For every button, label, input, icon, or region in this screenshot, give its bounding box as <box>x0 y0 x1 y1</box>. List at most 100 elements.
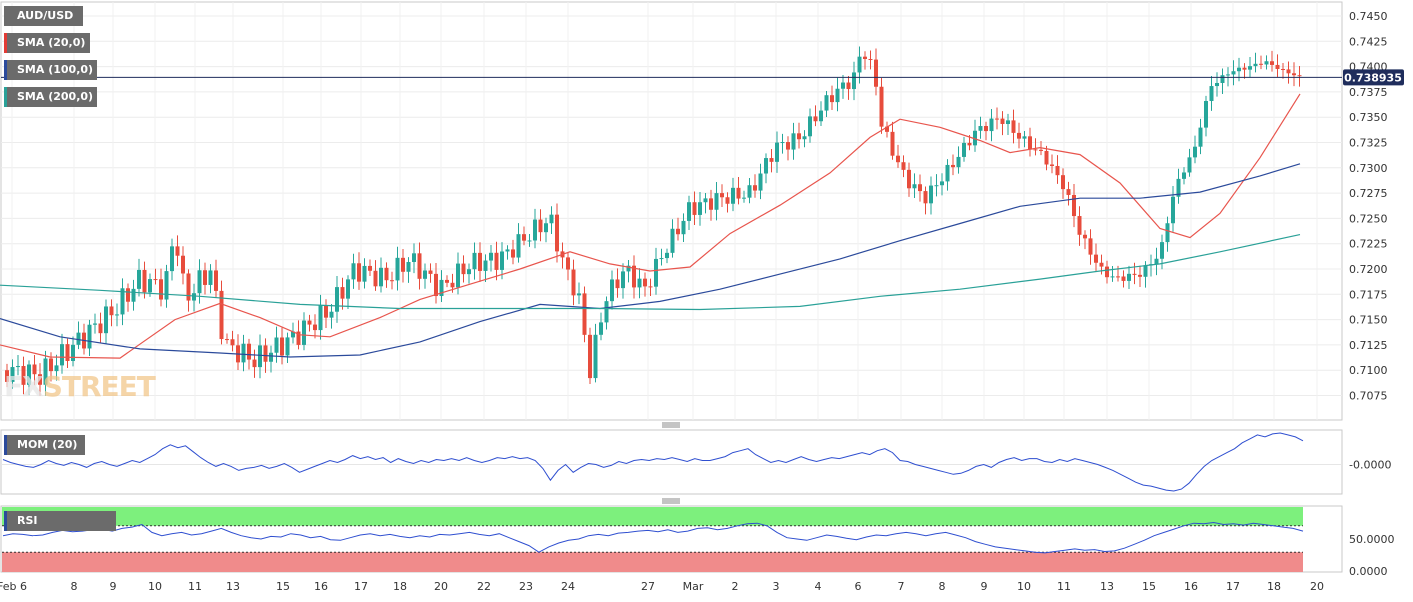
candle-body <box>846 82 851 90</box>
y-tick-label: 0.7325 <box>1349 137 1388 150</box>
candle-body <box>120 288 125 315</box>
candle-body <box>896 155 900 163</box>
x-tick-label: 17 <box>1226 580 1240 593</box>
candle-body <box>786 142 790 150</box>
legend-rsi[interactable]: RSI (14,70,30,1) <box>4 511 116 547</box>
candle-body <box>758 173 763 191</box>
candle-body <box>5 370 9 382</box>
candle-body <box>291 331 295 338</box>
candle-body <box>379 267 383 287</box>
candle-body <box>346 279 350 299</box>
candle-body <box>1011 120 1016 133</box>
y-tick-label: 0.7200 <box>1349 263 1388 276</box>
candle-body <box>148 279 152 293</box>
candle-body <box>857 56 862 73</box>
x-tick-label: 10 <box>1017 580 1031 593</box>
legend-sma-20[interactable]: SMA (20,0) <box>4 33 90 53</box>
candle-body <box>824 95 829 111</box>
candle-body <box>428 270 433 274</box>
candle-body <box>1039 149 1043 151</box>
candle-body <box>676 228 680 235</box>
candle-body <box>703 198 708 203</box>
candle-body <box>16 366 20 368</box>
candle-body <box>780 142 785 144</box>
candle-body <box>692 202 697 215</box>
candle-body <box>945 164 950 182</box>
candle-body <box>742 197 746 199</box>
x-tick-label: 11 <box>188 580 202 593</box>
candle-body <box>445 279 449 283</box>
rsi-oversold-band <box>2 552 1303 572</box>
candle-body <box>901 162 906 170</box>
candle-body <box>1132 273 1137 275</box>
x-tick-label: 9 <box>110 580 117 593</box>
candle-body <box>1182 172 1186 179</box>
candle-body <box>791 133 796 150</box>
candle-body <box>302 320 306 345</box>
candle-body <box>593 334 598 379</box>
x-tick-label: 20 <box>434 580 448 593</box>
candle-body <box>1105 266 1109 278</box>
candle-body <box>109 306 114 316</box>
candle-body <box>280 337 284 356</box>
candle-body <box>269 352 273 362</box>
candle-body <box>967 142 972 146</box>
candle-body <box>98 323 103 334</box>
current-price-label: 0.738935 <box>1344 71 1402 84</box>
candle-body <box>841 82 845 89</box>
x-tick-label: 13 <box>1100 580 1114 593</box>
candle-body <box>769 158 774 162</box>
candle-body <box>1209 86 1214 101</box>
candle-body <box>1143 265 1148 277</box>
x-tick-label: 4 <box>815 580 822 593</box>
candle-body <box>1176 178 1181 197</box>
legend-sma-200[interactable]: SMA (200,0) <box>4 87 97 107</box>
candle-body <box>423 270 427 279</box>
candle-body <box>1231 71 1236 75</box>
candle-body <box>1110 276 1115 278</box>
candle-body <box>126 288 130 302</box>
candle-body <box>951 164 955 168</box>
candle-body <box>329 311 334 318</box>
y-tick-label: 0.7450 <box>1349 10 1388 23</box>
candle-body <box>709 198 713 210</box>
candle-body <box>65 344 70 362</box>
candle-body <box>104 306 108 334</box>
candle-body <box>164 271 169 300</box>
candle-body <box>1083 234 1087 239</box>
legend-mom[interactable]: MOM (20) <box>4 435 85 455</box>
candle-body <box>60 344 64 366</box>
x-tick-label: 15 <box>1142 580 1156 593</box>
x-tick-label: 22 <box>477 580 491 593</box>
candle-body <box>324 305 328 318</box>
candle-body <box>604 301 609 323</box>
candle-body <box>725 197 730 204</box>
candle-body <box>753 185 757 191</box>
sma-line <box>0 93 1301 359</box>
candle-body <box>472 252 477 270</box>
candle-body <box>802 136 807 140</box>
legend-aud-usd[interactable]: AUD/USD <box>4 6 83 26</box>
y-tick-label: 0.7075 <box>1349 390 1388 403</box>
candle-body <box>500 251 504 270</box>
legend-sma-100[interactable]: SMA (100,0) <box>4 60 97 80</box>
legend-swatch <box>4 60 7 80</box>
candle-body <box>192 293 196 301</box>
candle-body <box>643 278 647 287</box>
candle-body <box>10 367 15 382</box>
candle-body <box>1286 69 1291 74</box>
x-tick-label: 27 <box>641 580 655 593</box>
candle-body <box>830 95 834 103</box>
candle-body <box>599 322 603 335</box>
x-tick-label: 3 <box>773 580 780 593</box>
candle-body <box>632 265 636 288</box>
candle-body <box>439 279 444 297</box>
candle-body <box>1006 120 1010 124</box>
candle-body <box>49 358 53 372</box>
candle-body <box>38 374 42 385</box>
candle-body <box>731 187 735 204</box>
candle-body <box>1220 75 1225 83</box>
sma-line <box>0 234 1301 311</box>
candle-body <box>225 339 229 341</box>
